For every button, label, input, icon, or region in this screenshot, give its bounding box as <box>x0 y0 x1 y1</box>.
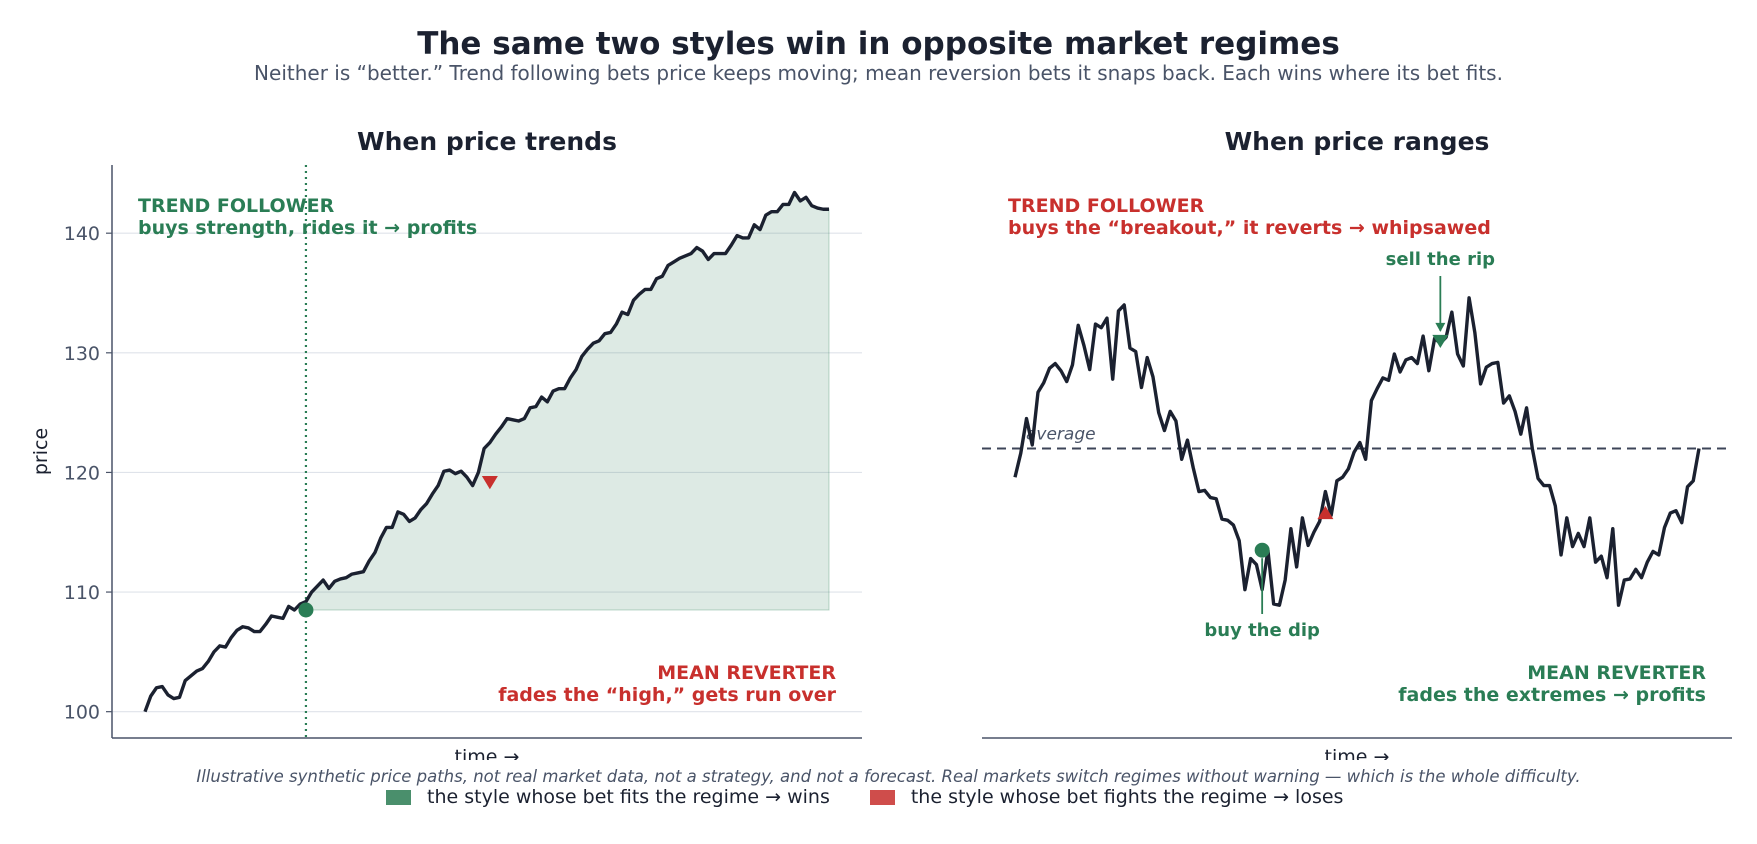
chart-canvas: 100 110 120 130 140 When price trends time → pr… <box>30 127 1732 760</box>
sell-arrow-head <box>1435 322 1446 332</box>
chart-subtitle: Neither is “better.” Trend following bet… <box>254 61 1503 85</box>
y-tick-label: 120 <box>64 462 100 484</box>
buy-marker <box>1254 542 1270 558</box>
legend-item-loses: the style whose bet fights the regime → … <box>869 786 1344 808</box>
price-line <box>143 190 829 713</box>
annotation-trend-follower-detail: buys the “breakout,” it reverts → whipsa… <box>1008 217 1491 239</box>
breakout-marker <box>1317 505 1334 520</box>
footnote: Illustrative synthetic price paths, not … <box>196 767 1581 786</box>
profit-area <box>305 191 830 611</box>
average-label: average <box>1026 425 1096 445</box>
legend-label-wins: the style whose bet fits the regime → wi… <box>427 786 830 808</box>
buy-label: buy the dip <box>1204 620 1320 641</box>
annotation-mean-reverter: MEAN REVERTER <box>657 662 836 684</box>
annotation-mean-reverter-detail: fades the “high,” gets run over <box>498 684 836 706</box>
entry-marker <box>298 602 314 618</box>
y-tick-label: 110 <box>64 582 100 604</box>
chart-title: The same two styles win in opposite mark… <box>417 26 1340 62</box>
y-tick-label: 130 <box>64 343 100 365</box>
legend: the style whose bet fits the regime → wi… <box>386 786 1383 808</box>
price-line <box>1013 296 1701 607</box>
y-tick-label: 140 <box>64 223 100 245</box>
y-axis-label: price <box>30 428 52 475</box>
legend-item-wins: the style whose bet fits the regime → wi… <box>386 786 830 808</box>
fade-marker <box>481 476 498 490</box>
x-axis-label: time → <box>455 746 520 760</box>
annotation-trend-follower-detail: buys strength, rides it → profits <box>138 217 477 239</box>
annotation-trend-follower: TREND FOLLOWER <box>1008 195 1205 217</box>
annotation-trend-follower: TREND FOLLOWER <box>138 195 335 217</box>
x-axis-label: time → <box>1325 746 1390 760</box>
sell-label: sell the rip <box>1386 249 1495 270</box>
annotation-mean-reverter-detail: fades the extremes → profits <box>1398 684 1706 706</box>
panel-title: When price ranges <box>1225 127 1490 156</box>
y-tick-label: 100 <box>64 702 100 724</box>
legend-label-loses: the style whose bet fights the regime → … <box>910 786 1344 808</box>
panel-title: When price trends <box>357 127 617 156</box>
annotation-mean-reverter: MEAN REVERTER <box>1527 662 1706 684</box>
legend-swatch-loses <box>869 789 895 805</box>
sell-marker <box>1432 334 1449 349</box>
legend-swatch-wins <box>386 789 411 805</box>
